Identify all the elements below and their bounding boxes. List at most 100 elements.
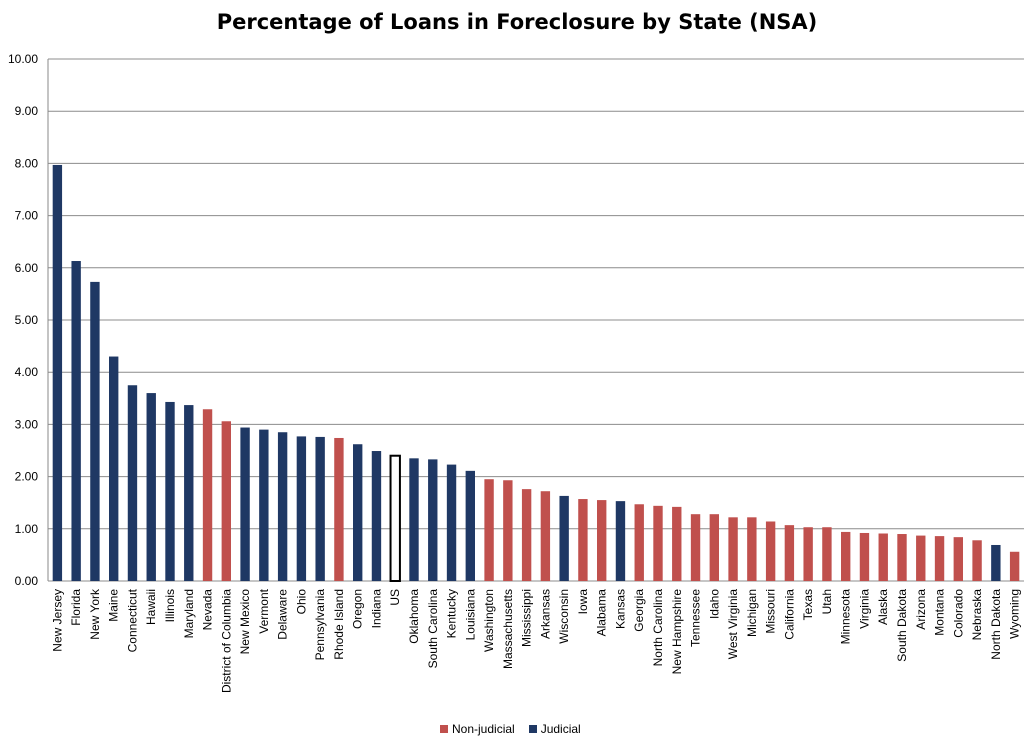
y-tick-label: 4.00: [15, 365, 39, 379]
gridlines: [48, 58, 1024, 582]
legend-label-non-judicial: Non-judicial: [452, 722, 515, 736]
bar-nebraska: [972, 540, 982, 581]
bar-utah: [822, 527, 832, 581]
x-tick-label: New Mexico: [238, 589, 252, 655]
x-axis-ticks: New Jersey Florida New York Maine Connecticu…: [50, 588, 1021, 693]
y-tick-label: 7.00: [15, 209, 39, 223]
x-tick-label: Iowa: [576, 589, 590, 615]
bar-missouri: [765, 521, 776, 581]
x-tick-label: District of Columbia: [219, 589, 233, 693]
x-tick-label: Kentucky: [445, 589, 459, 638]
bar-minnesota: [841, 531, 851, 581]
bar-alaska: [878, 533, 888, 581]
x-tick-label: South Dakota: [895, 589, 909, 662]
bars: [52, 164, 1020, 582]
bar-arizona: [916, 535, 926, 581]
bar-new-mexico: [240, 427, 250, 581]
bar-florida: [71, 261, 81, 581]
bar-idaho: [709, 514, 719, 581]
bar-mississippi: [521, 489, 532, 581]
x-tick-label: Pennsylvania: [313, 589, 327, 661]
x-tick-label: Illinois: [163, 589, 177, 622]
x-tick-label: West Virginia: [726, 589, 740, 660]
x-tick-label: Wisconsin: [557, 589, 571, 644]
bar-south-carolina: [428, 459, 438, 581]
x-tick-label: Minnesota: [839, 589, 853, 645]
x-tick-label: Ohio: [294, 589, 308, 615]
bar-kentucky: [446, 464, 457, 581]
x-tick-label: Massachusetts: [501, 589, 515, 669]
bar-north-carolina: [653, 505, 663, 581]
bar-new-york: [90, 281, 100, 581]
bar-washington: [484, 479, 494, 581]
x-tick-label: Wyoming: [1008, 589, 1022, 639]
x-tick-label: Florida: [69, 589, 83, 626]
bar-vermont: [259, 429, 269, 581]
x-tick-label: Maryland: [182, 589, 196, 638]
legend-item-non-judicial: Non-judicial: [440, 722, 515, 736]
x-tick-label: Tennessee: [689, 589, 703, 647]
y-tick-label: 3.00: [15, 417, 39, 431]
bar-rhode-island: [334, 437, 344, 581]
bar-oklahoma: [409, 458, 419, 581]
x-tick-label: Texas: [801, 589, 815, 620]
x-tick-label: Missouri: [764, 589, 778, 634]
bar-tennessee: [690, 514, 701, 581]
bar-texas: [803, 527, 813, 581]
y-tick-label: 2.00: [15, 470, 39, 484]
bar-west-virginia: [728, 517, 738, 581]
chart-title: Percentage of Loans in Foreclosure by St…: [216, 10, 818, 34]
bar-massachusetts: [503, 480, 513, 581]
bar-alabama: [597, 500, 607, 581]
bar-arkansas: [540, 491, 551, 581]
x-tick-label: Oregon: [351, 589, 365, 629]
x-tick-label: Montana: [933, 589, 947, 636]
y-tick-label: 8.00: [15, 156, 39, 170]
bar-iowa: [578, 499, 588, 581]
x-tick-label: Rhode Island: [332, 589, 346, 660]
bar-north-dakota: [991, 544, 1001, 581]
y-tick-label: 5.00: [15, 313, 39, 327]
x-tick-label: Georgia: [632, 589, 646, 632]
x-tick-label: New Jersey: [50, 589, 64, 652]
x-tick-label: Indiana: [369, 589, 383, 629]
x-tick-label: Alabama: [595, 589, 609, 637]
y-tick-label: 0.00: [15, 574, 39, 588]
x-tick-label: Connecticut: [125, 588, 139, 652]
bar-indiana: [371, 451, 382, 581]
bar-michigan: [747, 517, 757, 581]
x-tick-label: Utah: [820, 589, 834, 614]
bar-hawaii: [146, 393, 156, 581]
legend-swatch-judicial: [528, 725, 537, 733]
x-tick-label: Arizona: [914, 589, 928, 630]
legend-swatch-non-judicial: [440, 725, 448, 733]
x-tick-label: Alaska: [876, 589, 890, 625]
x-tick-label: Maine: [107, 589, 121, 622]
x-tick-label: Washington: [482, 589, 496, 652]
y-tick-label: 9.00: [15, 104, 39, 118]
bar-south-dakota: [897, 534, 907, 581]
x-tick-label: New Hampshire: [670, 589, 684, 675]
bar-louisiana: [465, 470, 475, 581]
legend-item-judicial: Judicial: [528, 722, 581, 736]
x-tick-label: Vermont: [257, 588, 271, 633]
bar-california: [784, 525, 795, 581]
bar-oregon: [353, 444, 363, 581]
bar-district-of-columbia: [221, 421, 231, 581]
bar-wisconsin: [559, 495, 569, 581]
x-tick-label: North Dakota: [989, 589, 1003, 660]
y-tick-label: 6.00: [15, 261, 39, 275]
bar-connecticut: [127, 385, 138, 581]
legend-label-judicial: Judicial: [540, 722, 581, 736]
y-tick-label: 10.00: [8, 52, 38, 66]
legend: Non-judicial Judicial: [440, 722, 581, 736]
bar-illinois: [165, 401, 175, 581]
bar-new-hampshire: [672, 506, 682, 581]
bar-pennsylvania: [315, 436, 325, 581]
bar-colorado: [953, 537, 963, 581]
x-tick-label: New York: [88, 588, 102, 640]
x-tick-label: South Carolina: [426, 589, 440, 669]
bar-delaware: [277, 432, 288, 581]
bar-montana: [934, 536, 945, 581]
